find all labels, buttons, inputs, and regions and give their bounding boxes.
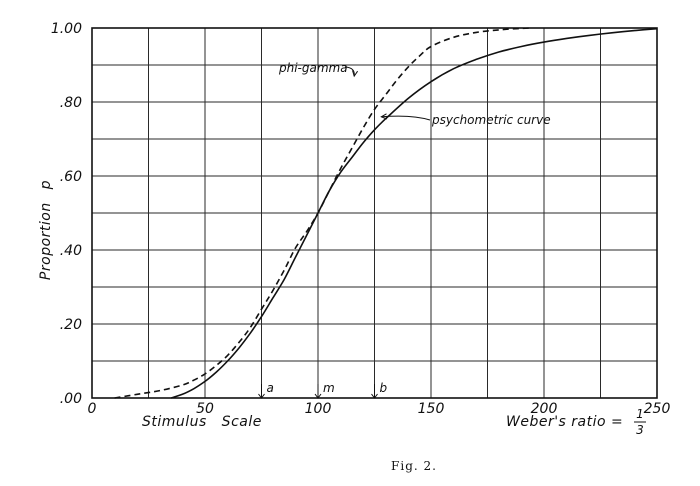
psychometric-curve-label: psychometric curve [380, 113, 551, 127]
annotation-label: b [380, 381, 388, 395]
x-tick-label: 0 [88, 401, 97, 417]
y-axis-title: Proportion p [38, 180, 54, 280]
curve-label-leader [381, 115, 431, 121]
x-axis-title: Stimulus Scale [142, 414, 262, 430]
y-tick-label: .60 [60, 169, 82, 185]
y-axis-title-text: Proportion [38, 202, 54, 280]
y-tick-label: .20 [60, 317, 82, 333]
curve-label-arrowhead [380, 113, 388, 120]
x-tick-labels: 0 50 100 150 200 250 [88, 401, 671, 417]
y-tick-label: .80 [60, 95, 82, 111]
y-tick-label: 1.00 [51, 21, 82, 37]
x-tick-label: 100 [305, 401, 332, 417]
annotation-marker: m [314, 381, 335, 399]
curve-label-text: phi-gamma [278, 61, 348, 75]
x-tick-label: 50 [196, 401, 214, 417]
x-note-numerator: 1 [636, 407, 644, 421]
curve-label-arrowhead [352, 70, 359, 78]
phi-gamma-label: phi-gamma [278, 61, 359, 78]
curve-label-text: psychometric curve [431, 113, 551, 127]
annotation-label: m [323, 381, 335, 395]
annotation-arrow [314, 393, 322, 399]
y-axis-subscript: p [38, 180, 54, 190]
figure-caption: Fig. 2. [391, 459, 437, 473]
gridlines [91, 27, 658, 399]
series-lines [114, 27, 658, 399]
y-tick-label: .00 [60, 391, 82, 407]
x-note-text: Weber's ratio = [506, 414, 623, 430]
y-tick-label: .40 [60, 243, 82, 259]
annotation-arrow [258, 393, 265, 399]
x-note-denominator: 3 [636, 423, 644, 437]
curve-labels: phi-gamma psychometric curve [278, 61, 551, 127]
y-tick-labels: .00 .20 .40 .60 .80 1.00 [51, 21, 82, 407]
x-tick-label: 200 [531, 401, 558, 417]
x-tick-label: 250 [644, 401, 671, 417]
x-note: Weber's ratio = 1 3 [506, 407, 646, 437]
x-tick-label: 150 [418, 401, 445, 417]
psychometric-curve-line [170, 27, 658, 399]
annotation-marker: b [371, 381, 388, 399]
annotation-marker: a [258, 381, 274, 399]
annotation-arrow [371, 393, 378, 399]
phi-gamma-line [114, 27, 533, 399]
annotation-label: a [267, 381, 274, 395]
